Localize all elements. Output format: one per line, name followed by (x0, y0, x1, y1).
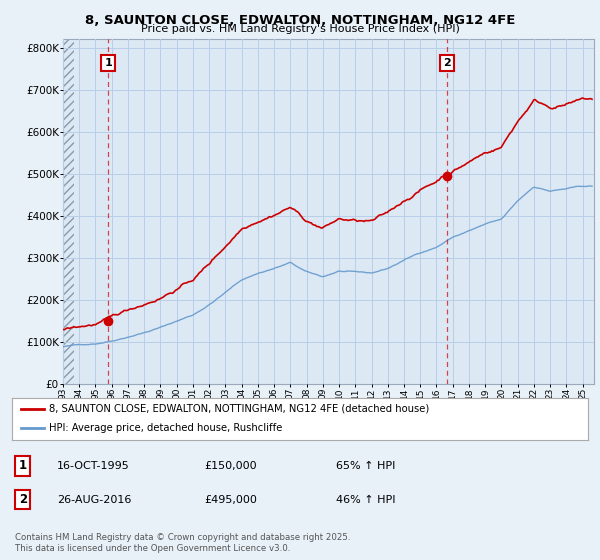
Text: £150,000: £150,000 (204, 461, 257, 471)
Text: 1: 1 (104, 58, 112, 68)
Bar (63, 39, 74, 384)
Text: 46% ↑ HPI: 46% ↑ HPI (336, 494, 395, 505)
Text: 1: 1 (19, 459, 27, 473)
Text: 26-AUG-2016: 26-AUG-2016 (57, 494, 131, 505)
Text: Contains HM Land Registry data © Crown copyright and database right 2025.
This d: Contains HM Land Registry data © Crown c… (15, 533, 350, 553)
Text: 65% ↑ HPI: 65% ↑ HPI (336, 461, 395, 471)
Text: 2: 2 (443, 58, 451, 68)
Text: £495,000: £495,000 (204, 494, 257, 505)
Text: 2: 2 (19, 493, 27, 506)
Text: HPI: Average price, detached house, Rushcliffe: HPI: Average price, detached house, Rush… (49, 423, 283, 433)
Text: 16-OCT-1995: 16-OCT-1995 (57, 461, 130, 471)
Text: 8, SAUNTON CLOSE, EDWALTON, NOTTINGHAM, NG12 4FE (detached house): 8, SAUNTON CLOSE, EDWALTON, NOTTINGHAM, … (49, 404, 430, 414)
Text: Price paid vs. HM Land Registry's House Price Index (HPI): Price paid vs. HM Land Registry's House … (140, 24, 460, 34)
Text: 8, SAUNTON CLOSE, EDWALTON, NOTTINGHAM, NG12 4FE: 8, SAUNTON CLOSE, EDWALTON, NOTTINGHAM, … (85, 14, 515, 27)
